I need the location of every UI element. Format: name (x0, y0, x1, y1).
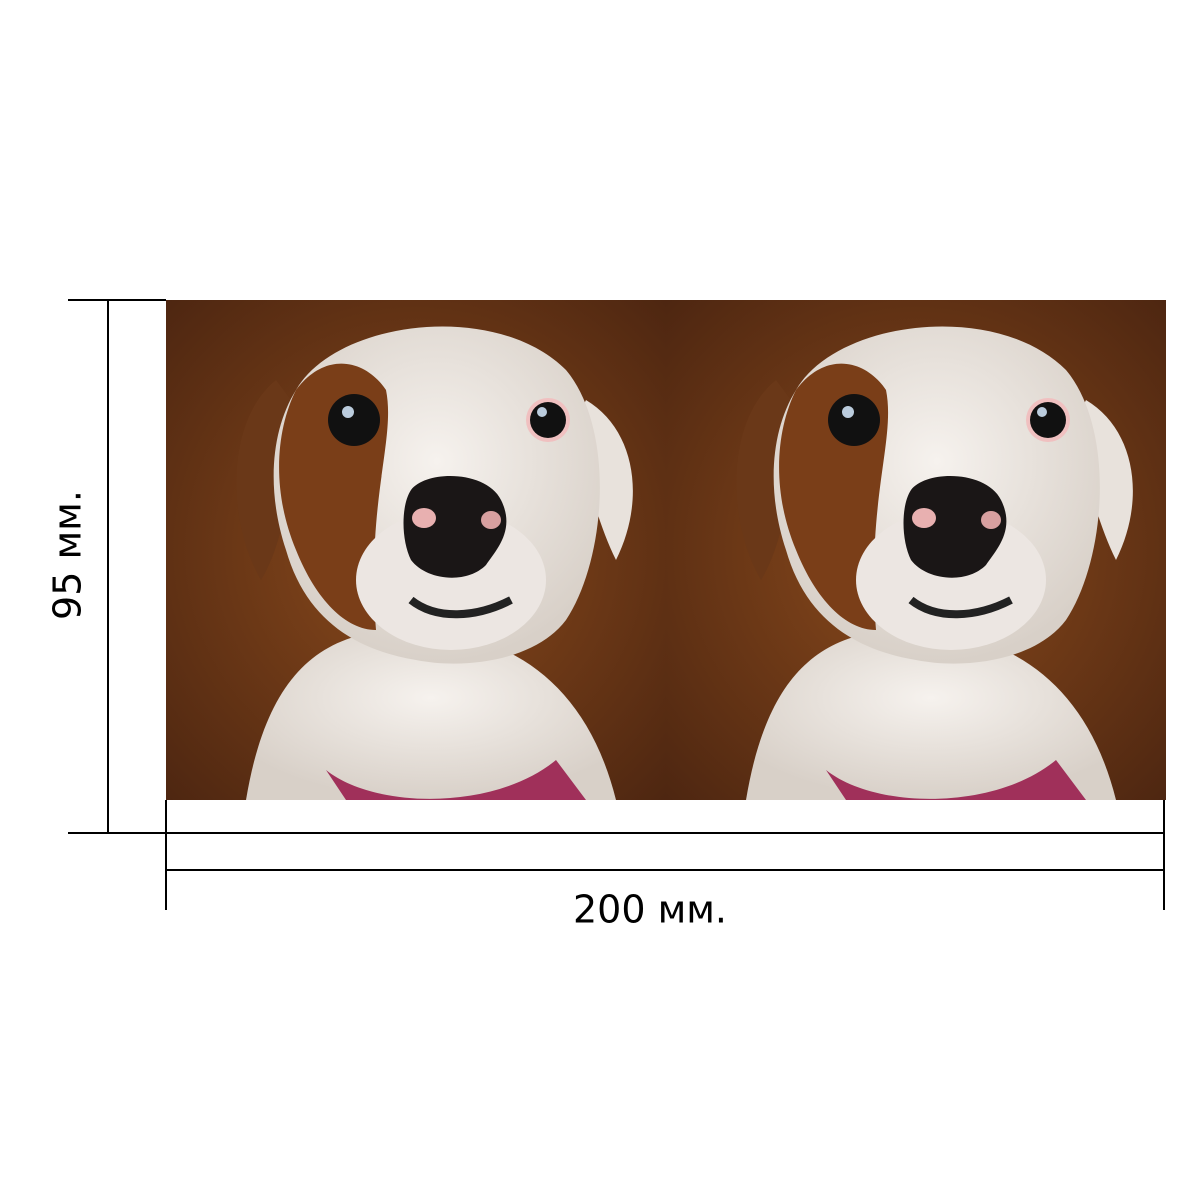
width-label: 200 мм. (573, 888, 727, 932)
height-label: 95 мм. (46, 490, 90, 620)
height-dimension-line (68, 299, 166, 834)
photo (166, 300, 666, 800)
width-dimension-line (165, 800, 1165, 910)
photo (666, 300, 1166, 800)
